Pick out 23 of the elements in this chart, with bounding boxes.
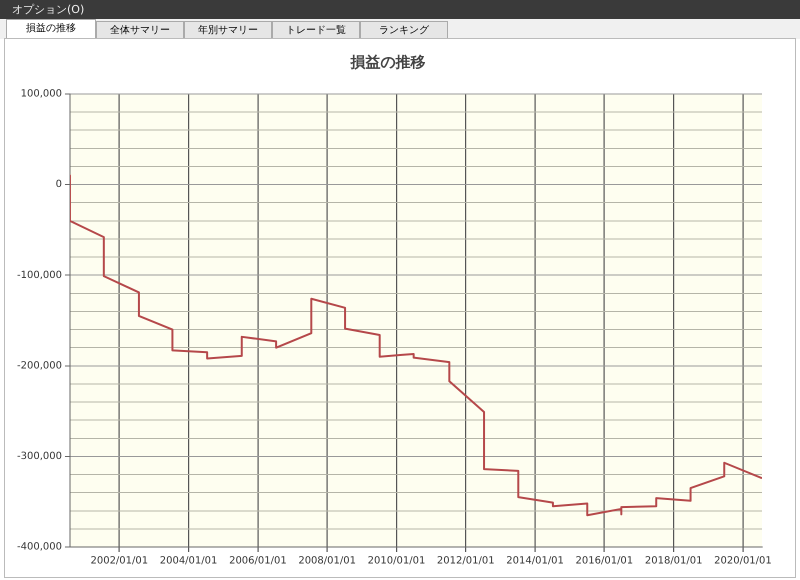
- x-tick-label: 2020/01/01: [714, 556, 772, 567]
- text: トレード一覧: [272, 21, 360, 38]
- text: 損益の推移: [6, 19, 96, 39]
- text: 年別サマリー: [184, 21, 272, 38]
- y-tick-label: -300,000: [16, 450, 62, 462]
- x-tick-label: 2014/01/01: [506, 556, 564, 567]
- x-tick-label: 2004/01/01: [160, 556, 218, 567]
- y-tick-label: -200,000: [16, 360, 62, 372]
- x-tick-label: 2010/01/01: [368, 556, 426, 567]
- y-tick-label: 0: [56, 179, 62, 190]
- chart-title: 損益の推移: [350, 52, 426, 71]
- x-tick-label: 2002/01/01: [90, 556, 148, 567]
- x-tick-label: 2018/01/01: [644, 556, 702, 567]
- x-tick-label: 2006/01/01: [229, 556, 287, 567]
- text: オプション(O): [0, 0, 800, 19]
- x-tick-label: 2008/01/01: [298, 556, 356, 567]
- x-tick-label: 2012/01/01: [436, 556, 495, 567]
- y-tick-label: -400,000: [16, 542, 62, 553]
- text: ランキング: [360, 21, 448, 38]
- y-tick-label: -100,000: [16, 270, 62, 281]
- text: 全体サマリー: [96, 21, 184, 38]
- y-tick-label: 100,000: [20, 88, 62, 100]
- x-tick-label: 2016/01/01: [576, 556, 634, 567]
